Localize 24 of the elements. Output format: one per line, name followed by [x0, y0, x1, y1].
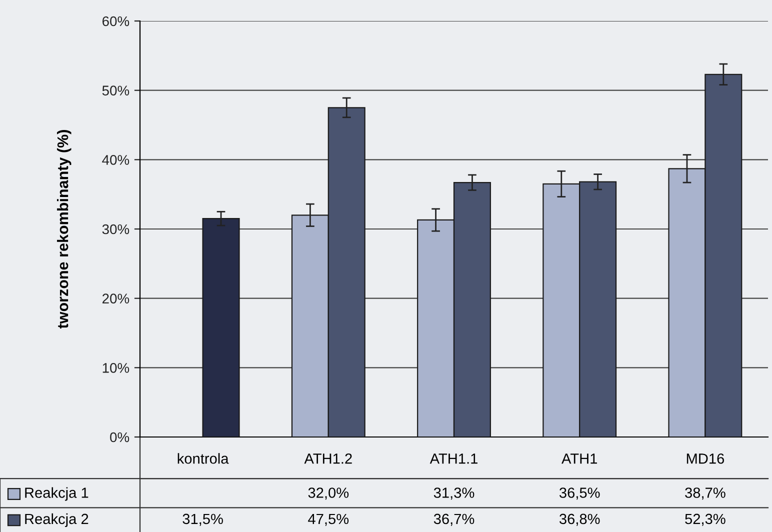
y-tick-label: 20%: [102, 294, 130, 304]
x-tick-label: ATH1.1: [430, 454, 478, 464]
y-tick-label: 40%: [102, 155, 130, 165]
x-tick-label: ATH1: [562, 454, 597, 464]
legend-label: Reakcja 1: [25, 487, 88, 501]
legend-label: Reakcja 2: [25, 513, 88, 527]
data-label: 31,5%: [182, 514, 223, 526]
x-tick-label: kontrola: [178, 453, 229, 464]
y-tick-label: 0%: [110, 432, 130, 442]
data-label: 47,5%: [308, 514, 349, 526]
data-label: 31,3%: [434, 488, 474, 500]
y-axis-title: tworzone rekombinanty (%): [56, 130, 72, 329]
data-label: 38,7%: [685, 488, 726, 500]
y-tick-label: 50%: [102, 86, 130, 96]
data-label: 52,3%: [685, 514, 726, 526]
y-tick-label: 60%: [102, 16, 130, 26]
data-label: 36,7%: [434, 514, 474, 526]
y-tick-label: 10%: [102, 363, 130, 373]
data-label: 32,0%: [308, 488, 349, 500]
x-tick-label: ATH1.2: [304, 453, 352, 464]
y-tick-label: 30%: [102, 224, 130, 234]
x-tick-label: MD16: [686, 453, 724, 464]
data-label: 36,5%: [559, 488, 600, 500]
data-label: 36,8%: [559, 514, 600, 526]
